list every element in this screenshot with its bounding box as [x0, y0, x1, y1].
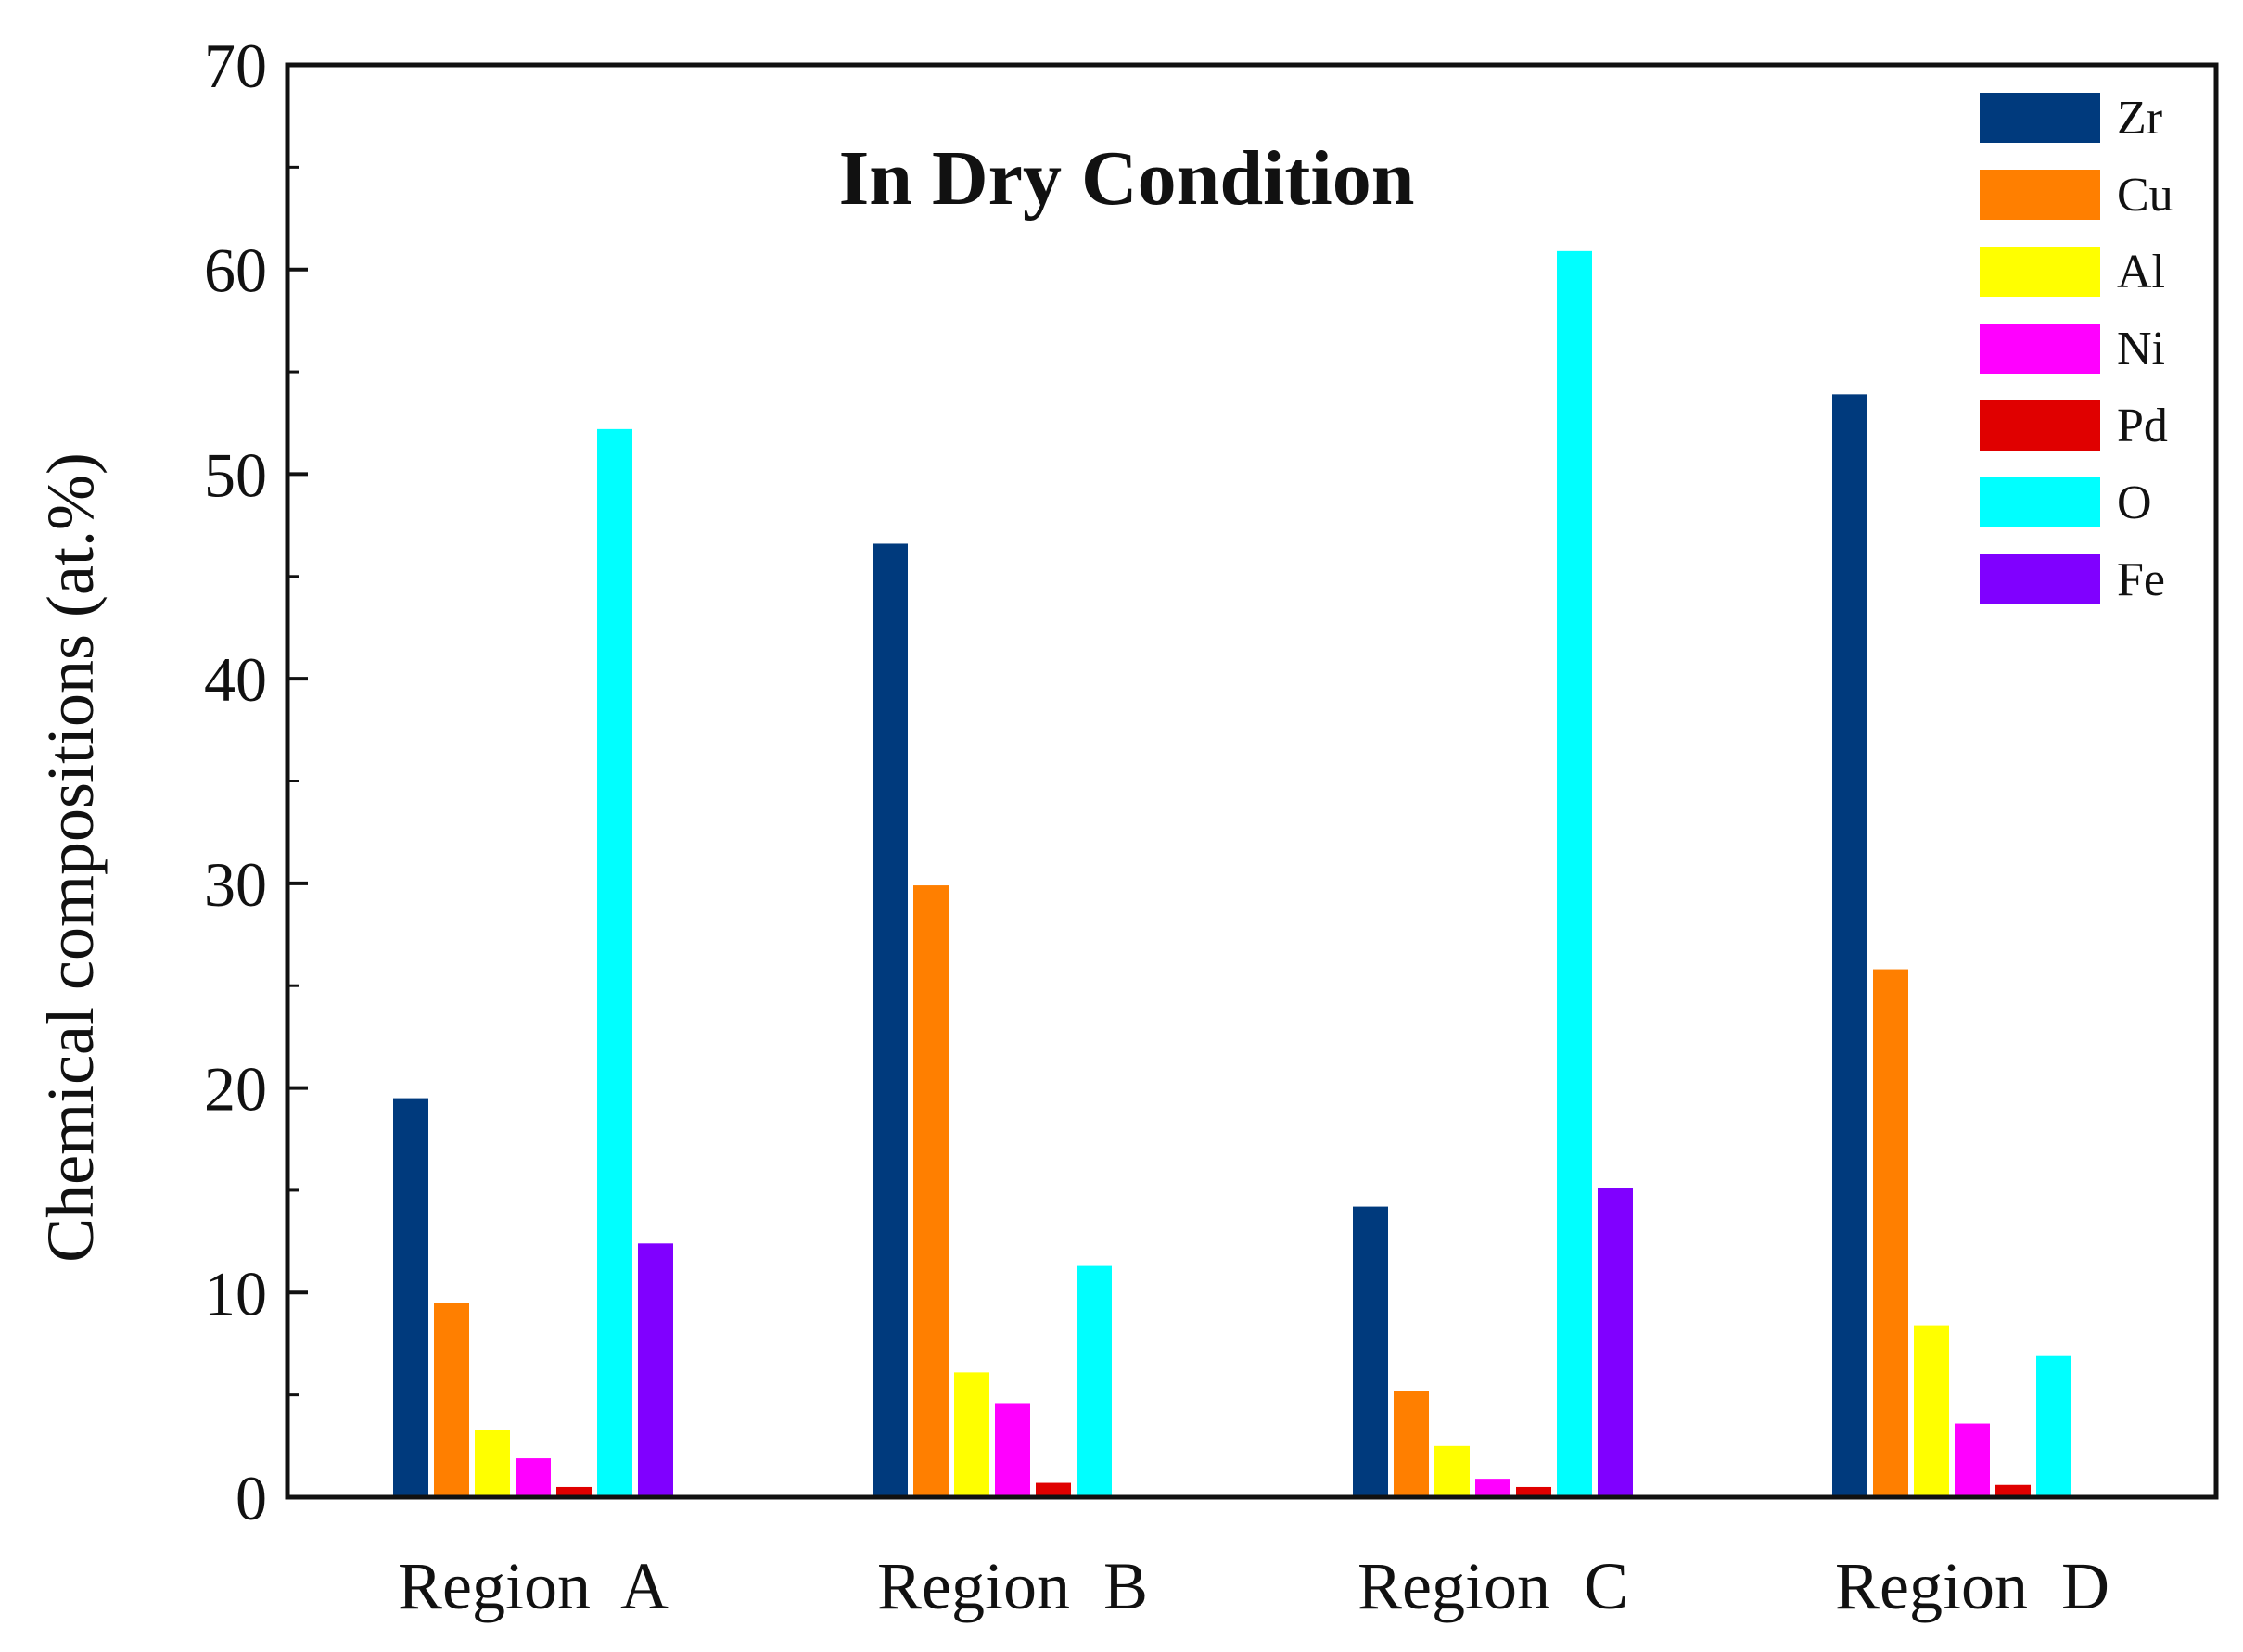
bar-cu — [434, 1303, 469, 1497]
bar-ni — [1475, 1479, 1510, 1497]
bar-zr — [873, 543, 908, 1497]
legend-label: Fe — [2117, 553, 2165, 606]
x-tick-label: Region C — [1357, 1549, 1628, 1623]
bars-layer — [393, 250, 2071, 1498]
x-tick-label: Region B — [877, 1549, 1148, 1623]
legend-swatch — [1980, 324, 2100, 374]
y-tick-label: 0 — [236, 1463, 267, 1533]
y-tick-label: 40 — [204, 644, 267, 715]
bar-pd — [1995, 1484, 2031, 1497]
bar-al — [475, 1430, 510, 1497]
bar-o — [597, 428, 632, 1497]
bar-pd — [1516, 1486, 1551, 1497]
chart-title: In Dry Condition — [839, 135, 1415, 222]
legend: Zr Cu Al Ni Pd O Fe — [1980, 92, 2173, 606]
bar-ni — [1955, 1423, 1990, 1497]
bar-pd — [1036, 1482, 1071, 1497]
legend-label: Al — [2117, 246, 2165, 299]
bar-zr — [1832, 394, 1867, 1498]
bar-fe — [1598, 1188, 1633, 1497]
legend-label: Cu — [2117, 169, 2173, 222]
bar-pd — [556, 1486, 592, 1497]
bar-o — [2036, 1355, 2071, 1497]
bar-fe — [638, 1243, 673, 1497]
legend-swatch — [1980, 477, 2100, 527]
legend-swatch — [1980, 93, 2100, 143]
bar-group — [393, 428, 673, 1497]
y-axis-ticks: 0 10 20 30 40 50 60 70 — [204, 31, 308, 1533]
bar-zr — [393, 1098, 428, 1497]
bar-cu — [1394, 1391, 1429, 1497]
x-axis-tick-labels: Region A Region B Region C Region D — [398, 1549, 2109, 1623]
bar-cu — [1873, 969, 1908, 1497]
y-tick-label: 70 — [204, 31, 267, 101]
bar-al — [1914, 1325, 1949, 1497]
bar-ni — [995, 1403, 1030, 1497]
bar-o — [1557, 250, 1592, 1498]
legend-swatch — [1980, 400, 2100, 451]
bar-group — [1832, 394, 2071, 1498]
plot-frame — [285, 62, 2219, 1500]
y-tick-label: 60 — [204, 235, 267, 306]
legend-label: Ni — [2117, 323, 2165, 375]
bar-group — [1353, 250, 1633, 1498]
bar-cu — [913, 885, 949, 1497]
bar-zr — [1353, 1206, 1388, 1497]
y-tick-label: 20 — [204, 1054, 267, 1125]
legend-swatch — [1980, 170, 2100, 220]
legend-label: Pd — [2117, 400, 2168, 452]
legend-swatch — [1980, 554, 2100, 604]
x-tick-label: Region A — [398, 1549, 669, 1623]
legend-label: Zr — [2117, 92, 2162, 145]
bar-group — [873, 543, 1112, 1497]
legend-label: O — [2117, 477, 2152, 529]
y-tick-label: 30 — [204, 849, 267, 920]
y-tick-label: 10 — [204, 1258, 267, 1328]
x-tick-label: Region D — [1835, 1549, 2109, 1623]
y-tick-label: 50 — [204, 439, 267, 510]
bar-o — [1077, 1265, 1112, 1497]
bar-ni — [516, 1458, 551, 1497]
legend-swatch — [1980, 247, 2100, 297]
bar-al — [954, 1372, 989, 1497]
y-axis-label: Chemical compositions (at.%) — [33, 452, 108, 1263]
bar-al — [1434, 1445, 1470, 1497]
